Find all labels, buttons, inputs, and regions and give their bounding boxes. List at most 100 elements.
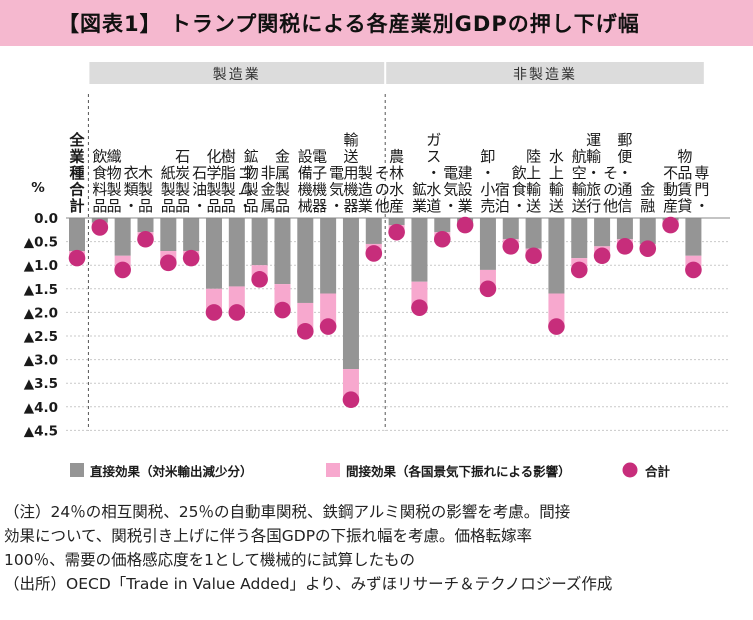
category-label: 非 [261, 164, 276, 182]
category-label: ・ [617, 164, 632, 182]
category-label: ・ [694, 197, 709, 215]
category-label: 電 [329, 164, 344, 182]
category-label: 上 [526, 164, 541, 182]
category-label: 衣 [124, 164, 139, 182]
bar-direct [479, 218, 496, 270]
category-label: 送 [343, 148, 358, 166]
category-label: 鉱 [412, 181, 427, 199]
group-header-label: 製造業 [213, 67, 261, 83]
category-label: 品 [677, 164, 692, 182]
category-label: ゴ [238, 164, 253, 182]
category-label: 泊 [495, 197, 510, 215]
category-label: 属 [275, 164, 290, 182]
category-label: 製 [244, 181, 259, 199]
category-label: 宿 [495, 181, 510, 199]
bar-direct [616, 218, 633, 240]
category-label: ム [238, 181, 253, 199]
category-label: ・ [329, 197, 344, 215]
category-label: 器 [343, 197, 358, 215]
total-dot [297, 322, 314, 340]
category-label: 製 [175, 181, 190, 199]
bar-direct [548, 218, 565, 294]
category-label: 機 [343, 181, 358, 199]
group-header [89, 62, 385, 84]
category-label: 紙 [161, 164, 176, 182]
category-label: 設 [458, 181, 473, 199]
category-label: 旅 [586, 181, 601, 199]
category-label: 金 [275, 148, 290, 166]
category-label: 物 [107, 164, 122, 182]
category-label: 運 [586, 131, 601, 149]
y-tick-label: ▲1.0 [24, 258, 58, 274]
note-line-3: 100％、需要の価格感応度を1として機械的に試算したもの [4, 551, 415, 569]
category-label: そ [375, 164, 390, 182]
bar-indirect [548, 293, 565, 327]
category-label: 産 [389, 197, 404, 215]
category-label: 設 [298, 148, 313, 166]
bar-direct [137, 218, 154, 233]
category-label: 油 [192, 181, 207, 199]
total-dot [114, 261, 131, 279]
total-dot [137, 230, 154, 248]
category-label: 木 [138, 164, 153, 182]
category-label: 動 [663, 181, 678, 199]
y-tick-label: ▲4.0 [24, 400, 58, 416]
category-label: 賃 [677, 181, 692, 199]
y-tick-label: ▲2.5 [24, 329, 58, 345]
category-label: 器 [312, 197, 327, 215]
total-dot [685, 261, 702, 279]
category-label: 輸 [572, 181, 587, 199]
category-label: 用 [343, 164, 358, 182]
bar-direct [594, 218, 611, 247]
y-tick-label: 0.0 [34, 211, 58, 227]
y-tick-label: ▲1.5 [24, 282, 58, 298]
bar-direct [411, 218, 428, 282]
category-label: 製 [206, 181, 221, 199]
category-label: 電 [312, 148, 327, 166]
total-dot [182, 249, 200, 267]
total-dot [593, 247, 611, 265]
category-label: 便 [617, 148, 632, 166]
legend-swatch-direct [70, 463, 84, 477]
category-label: 送 [572, 197, 587, 215]
category-label: 鉱 [244, 148, 259, 166]
category-label: そ [603, 164, 618, 182]
category-label: 気 [329, 181, 344, 199]
total-dot [525, 247, 542, 265]
bar-direct [434, 218, 451, 233]
bar-direct [388, 218, 405, 226]
category-label: 品 [175, 197, 190, 215]
category-label: 織 [107, 148, 122, 166]
category-label: 学 [206, 164, 221, 182]
bar-direct [114, 218, 131, 256]
category-label: 飲 [92, 148, 107, 166]
category-label: 送 [526, 197, 541, 215]
y-tick-label: ▲4.5 [24, 423, 58, 439]
y-tick-label: ▲3.5 [24, 376, 58, 392]
category-label: 上 [549, 164, 564, 182]
total-dot [160, 254, 177, 272]
category-label: 食 [92, 164, 107, 182]
category-label: 品 [92, 197, 107, 215]
category-label: 貸 [677, 197, 692, 215]
chart-title: 【図表1】 トランプ関税による各産業別GDPの押し下げ幅 [58, 12, 640, 36]
source-line: （出所）OECD「Trade in Value Added」より、みずほリサーチ… [4, 575, 613, 593]
category-label: 業 [68, 148, 85, 166]
bar-direct [183, 218, 200, 252]
category-label: 産 [663, 197, 678, 215]
title-bar: 【図表1】 トランプ関税による各産業別GDPの押し下げ幅 [0, 0, 753, 46]
category-label: 製 [358, 164, 373, 182]
category-label: 物 [677, 148, 692, 166]
legend-label-total: 合計 [645, 464, 671, 479]
category-label: 農 [389, 148, 404, 166]
total-dot [433, 230, 451, 248]
total-dot [662, 216, 679, 234]
category-label: ・ [426, 164, 441, 182]
total-dot [456, 216, 474, 234]
chart-area: 0.0 ▲0.5 ▲1.0 ▲1.5 ▲2.0 ▲2.5 ▲3.0 ▲3.5 ▲4.0 ▲4.5%… [24, 62, 730, 479]
category-label: ・ [586, 164, 601, 182]
bar-direct [639, 218, 656, 244]
category-label: 石 [192, 164, 207, 182]
total-dot [274, 301, 291, 319]
category-label: 業 [358, 197, 373, 215]
